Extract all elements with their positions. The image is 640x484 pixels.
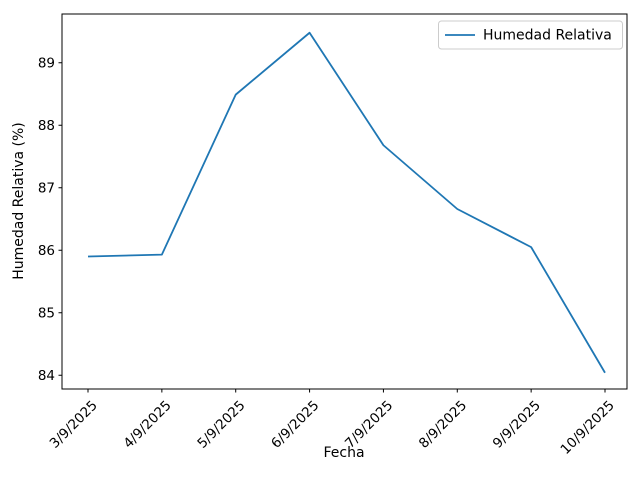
y-tick-label: 85	[38, 306, 55, 322]
x-tick-label: 9/9/2025	[490, 398, 544, 452]
y-axis-label: Humedad Relativa (%)	[11, 122, 27, 280]
y-tick-label: 88	[38, 118, 55, 134]
plot-area-border	[61, 13, 628, 390]
legend-box	[438, 20, 623, 50]
legend-label: Humedad Relativa	[483, 28, 612, 44]
x-tick-label: 4/9/2025	[120, 398, 174, 452]
x-tick-label: 7/9/2025	[342, 398, 396, 452]
x-tick-label: 6/9/2025	[268, 398, 322, 452]
x-tick-label: 8/9/2025	[416, 398, 470, 452]
y-tick-label: 84	[38, 368, 55, 384]
y-tick-label: 87	[38, 181, 55, 197]
x-axis-label: Fecha	[323, 445, 364, 461]
x-tick-label: 10/9/2025	[558, 398, 618, 458]
x-tick-label: 3/9/2025	[47, 398, 101, 452]
legend: Humedad Relativa	[438, 20, 623, 50]
y-tick-label: 86	[38, 243, 55, 259]
y-tick-label: 89	[38, 56, 55, 72]
humidity-relativa-line	[87, 31, 606, 374]
x-tick-label: 5/9/2025	[194, 398, 248, 452]
y-axis-ticks: 84 85 86 87 88 89	[38, 56, 62, 384]
